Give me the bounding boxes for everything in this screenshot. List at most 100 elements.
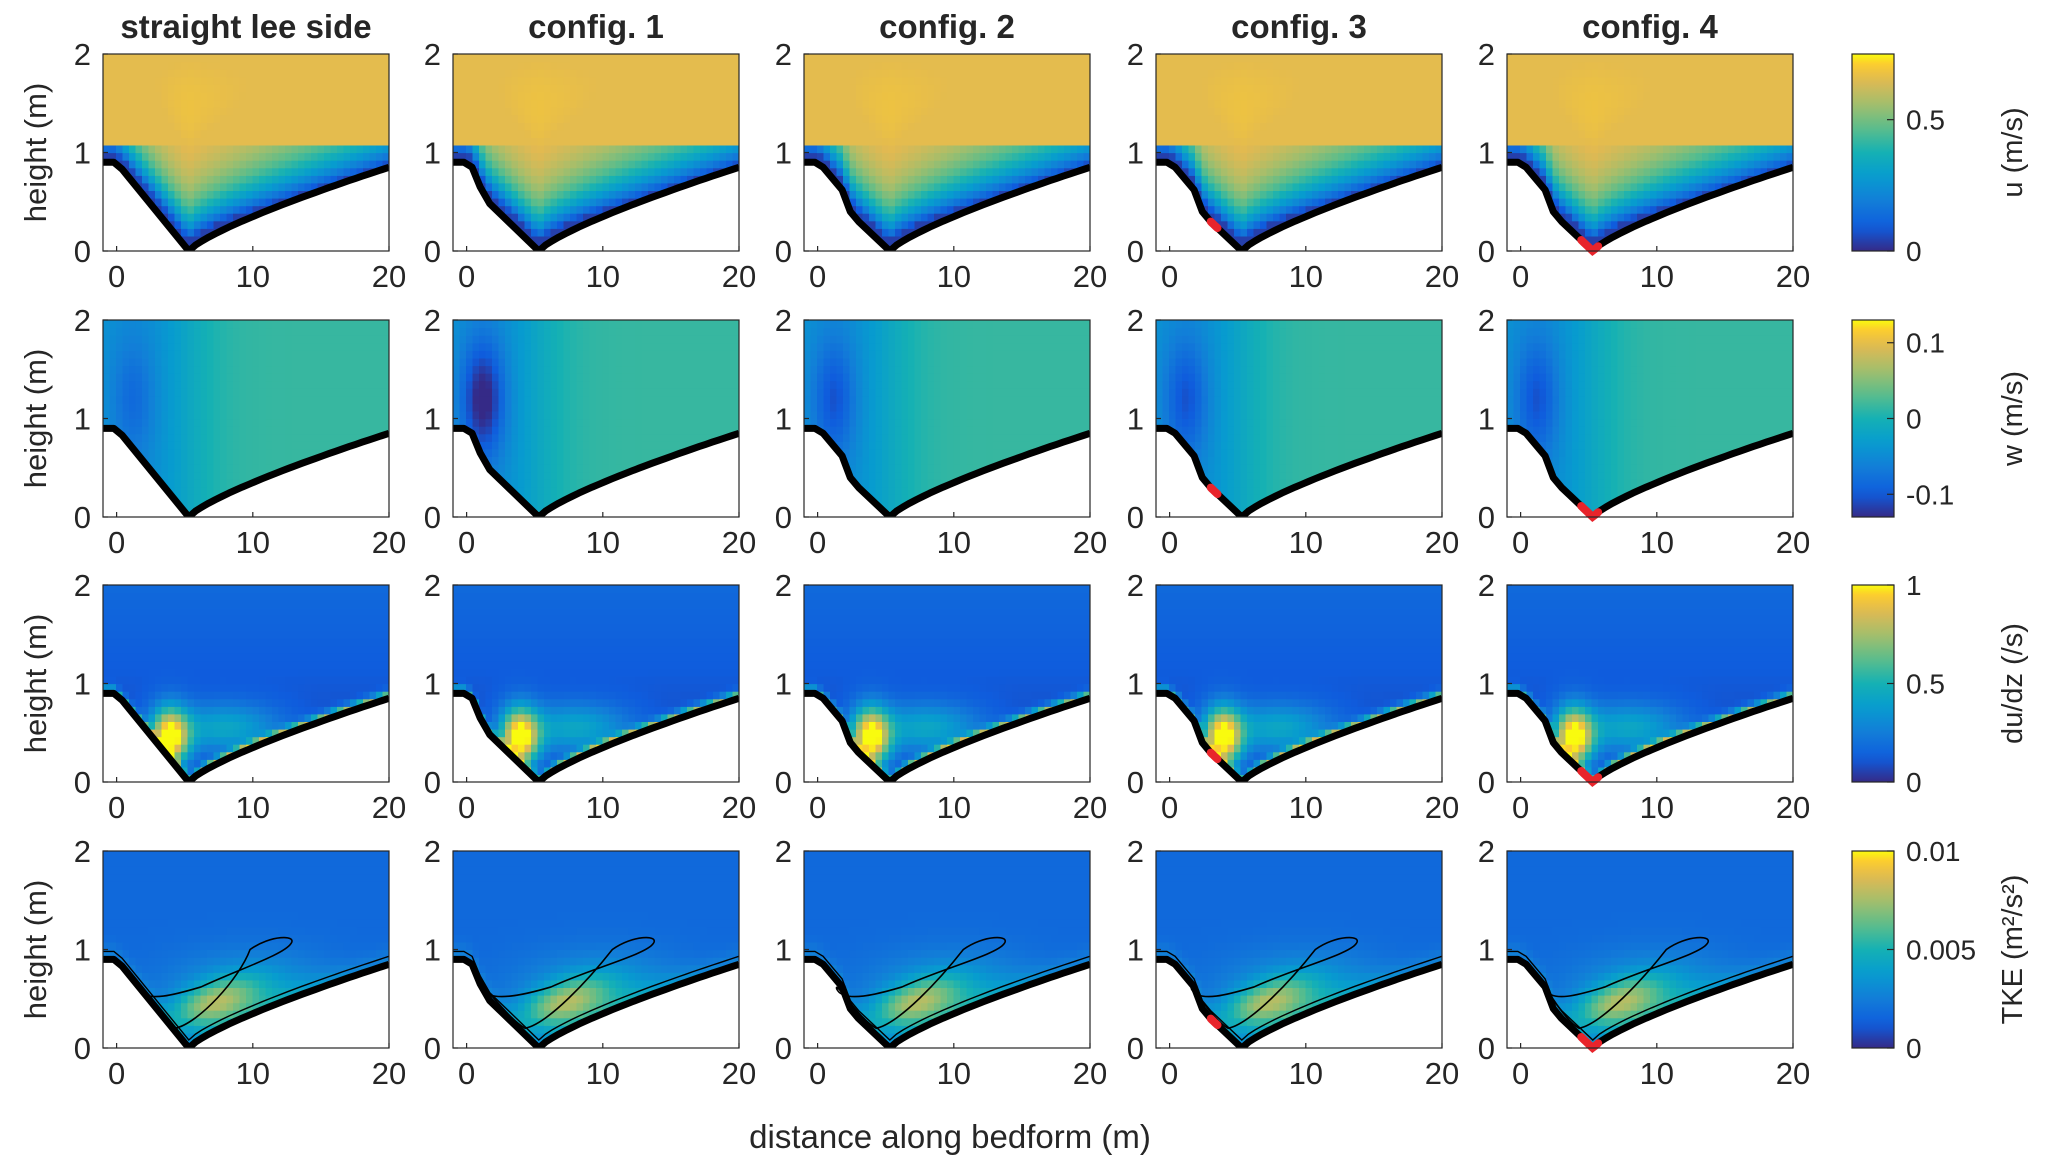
heat-cell xyxy=(1422,99,1430,108)
heat-cell xyxy=(602,167,610,176)
heat-cell xyxy=(498,152,506,161)
heat-cell xyxy=(1299,54,1307,63)
heat-cell xyxy=(537,144,545,154)
heat-cell xyxy=(1247,54,1255,63)
heat-cell xyxy=(239,61,247,70)
heat-cell xyxy=(1390,84,1398,93)
heat-cell xyxy=(1357,99,1365,108)
heat-cell xyxy=(265,91,273,101)
heat-cell xyxy=(1077,144,1085,154)
heat-cell xyxy=(596,129,604,138)
heat-cell xyxy=(1585,69,1593,78)
heat-cell xyxy=(220,190,228,199)
heat-cell xyxy=(1175,129,1183,138)
heat-cell xyxy=(1344,152,1352,161)
y-tick-label: 2 xyxy=(74,37,91,72)
heat-cell xyxy=(1344,129,1352,138)
heat-cell xyxy=(934,84,942,93)
heat-cell xyxy=(142,76,150,85)
heat-cell xyxy=(330,61,338,70)
heat-cell xyxy=(1221,213,1229,222)
heat-cell xyxy=(187,190,195,199)
heat-cell xyxy=(856,160,864,169)
heat-cell xyxy=(1070,91,1078,101)
heat-cell xyxy=(135,99,143,108)
heat-cell xyxy=(895,84,903,93)
heat-cell xyxy=(363,99,371,108)
heat-cell xyxy=(194,54,202,63)
heat-cell xyxy=(1175,122,1183,131)
heat-cell xyxy=(901,213,909,222)
heat-cell xyxy=(1247,91,1255,101)
heat-cell xyxy=(1357,144,1365,154)
heat-cell xyxy=(875,84,883,93)
heat-cell xyxy=(1156,84,1164,93)
heat-cell xyxy=(700,84,708,93)
heat-cell xyxy=(382,152,389,161)
heat-cell xyxy=(550,152,558,161)
heat-cell xyxy=(1396,84,1404,93)
heat-cell xyxy=(1279,107,1287,116)
heat-cell xyxy=(1221,84,1229,93)
heat-cell xyxy=(823,152,831,161)
heat-cell xyxy=(609,54,617,63)
heat-cell xyxy=(1338,160,1346,169)
heat-cell xyxy=(732,76,739,85)
heat-cell xyxy=(135,129,143,138)
heat-cell xyxy=(609,144,617,154)
heat-cell xyxy=(511,137,519,146)
heat-cell xyxy=(1012,54,1020,63)
heat-cell xyxy=(953,107,961,116)
heat-cell xyxy=(628,76,636,85)
heat-cell xyxy=(576,137,584,146)
heat-cell xyxy=(537,198,545,207)
heat-cell xyxy=(732,54,739,63)
heat-cell xyxy=(726,91,734,101)
heat-cell xyxy=(563,152,571,161)
heat-cell xyxy=(311,99,319,108)
heat-cell xyxy=(589,61,597,70)
heat-cell xyxy=(1057,129,1065,138)
heat-cell xyxy=(680,61,688,70)
heat-cell xyxy=(628,54,636,63)
heat-cell xyxy=(1318,61,1326,70)
heat-cell xyxy=(174,61,182,70)
heat-cell xyxy=(505,137,513,146)
heat-cell xyxy=(693,137,701,146)
heat-cell xyxy=(1286,99,1294,108)
heat-cell xyxy=(1338,137,1346,146)
heat-cell xyxy=(1572,99,1580,108)
heat-cell xyxy=(966,182,974,191)
heat-cell xyxy=(583,54,591,63)
heat-cell xyxy=(635,91,643,101)
heat-cell xyxy=(563,76,571,85)
heat-cell xyxy=(168,213,176,222)
heat-cell xyxy=(1286,76,1294,85)
heat-cell xyxy=(596,152,604,161)
heat-cell xyxy=(862,129,870,138)
heat-cell xyxy=(511,54,519,63)
heat-cell xyxy=(680,137,688,146)
heat-cell xyxy=(246,167,254,176)
heat-cell xyxy=(1390,91,1398,101)
heat-cell xyxy=(648,84,656,93)
heat-cell xyxy=(259,152,267,161)
heat-cell xyxy=(1435,99,1442,108)
heat-cell xyxy=(1539,91,1547,101)
heat-cell xyxy=(485,182,493,191)
heat-cell xyxy=(1585,190,1593,199)
heat-cell xyxy=(1266,122,1274,131)
heat-cell xyxy=(895,122,903,131)
heat-cell xyxy=(934,54,942,63)
heat-cell xyxy=(200,76,208,85)
heat-cell xyxy=(1188,152,1196,161)
heat-cell xyxy=(1182,160,1190,169)
heat-cell xyxy=(1247,122,1255,131)
heat-cell xyxy=(524,54,532,63)
heat-cell xyxy=(1364,76,1372,85)
heat-cell xyxy=(350,107,358,116)
y-tick-label: 0 xyxy=(775,234,792,269)
heat-cell xyxy=(999,54,1007,63)
heat-cell xyxy=(960,84,968,93)
heat-cell xyxy=(148,54,156,63)
